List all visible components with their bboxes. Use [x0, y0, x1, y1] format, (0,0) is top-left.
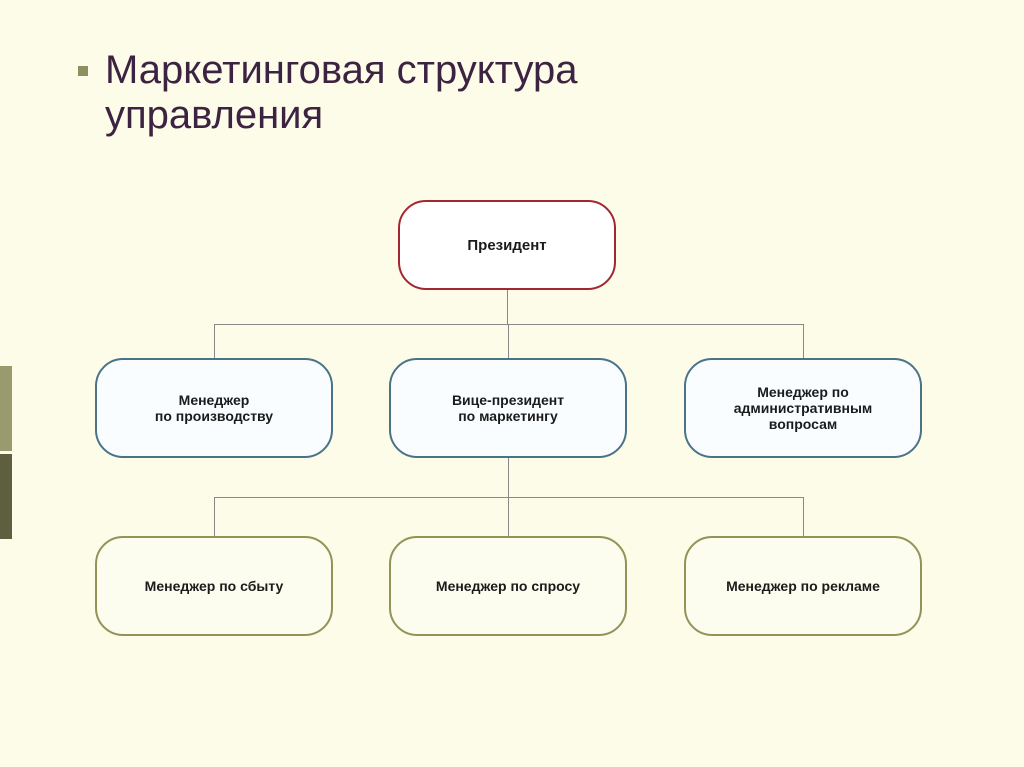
connector-v-prod: [214, 324, 215, 358]
node-label: Вице-президентпо маркетингу: [452, 392, 564, 424]
node-label: Президент: [467, 237, 546, 254]
connector-v-from-vp: [508, 458, 509, 497]
accent-bar-1: [0, 366, 12, 451]
connector-v-adv: [803, 497, 804, 536]
connector-v-demand: [508, 497, 509, 536]
node-label: Менеджер по сбыту: [145, 578, 284, 594]
node-label: Менеджер поадминистративнымвопросам: [734, 384, 873, 432]
node-mgr-demand: Менеджер по спросу: [389, 536, 627, 636]
node-president: Президент: [398, 200, 616, 290]
slide-title: Маркетинговая структурауправления: [105, 48, 578, 138]
node-vp-marketing: Вице-президентпо маркетингу: [389, 358, 627, 458]
accent-bar-2: [0, 454, 12, 539]
connector-v-admin: [803, 324, 804, 358]
connector-v-vp: [508, 324, 509, 358]
connector-v-president: [507, 290, 508, 324]
node-mgr-production: Менеджерпо производству: [95, 358, 333, 458]
node-mgr-adv: Менеджер по рекламе: [684, 536, 922, 636]
node-mgr-sales: Менеджер по сбыту: [95, 536, 333, 636]
title-bullet-icon: [78, 66, 88, 76]
slide: Маркетинговая структурауправления Презид…: [0, 0, 1024, 767]
node-mgr-admin: Менеджер поадминистративнымвопросам: [684, 358, 922, 458]
node-label: Менеджер по спросу: [436, 578, 580, 594]
node-label: Менеджер по рекламе: [726, 578, 880, 594]
node-label: Менеджерпо производству: [155, 392, 273, 424]
connector-v-sales: [214, 497, 215, 536]
